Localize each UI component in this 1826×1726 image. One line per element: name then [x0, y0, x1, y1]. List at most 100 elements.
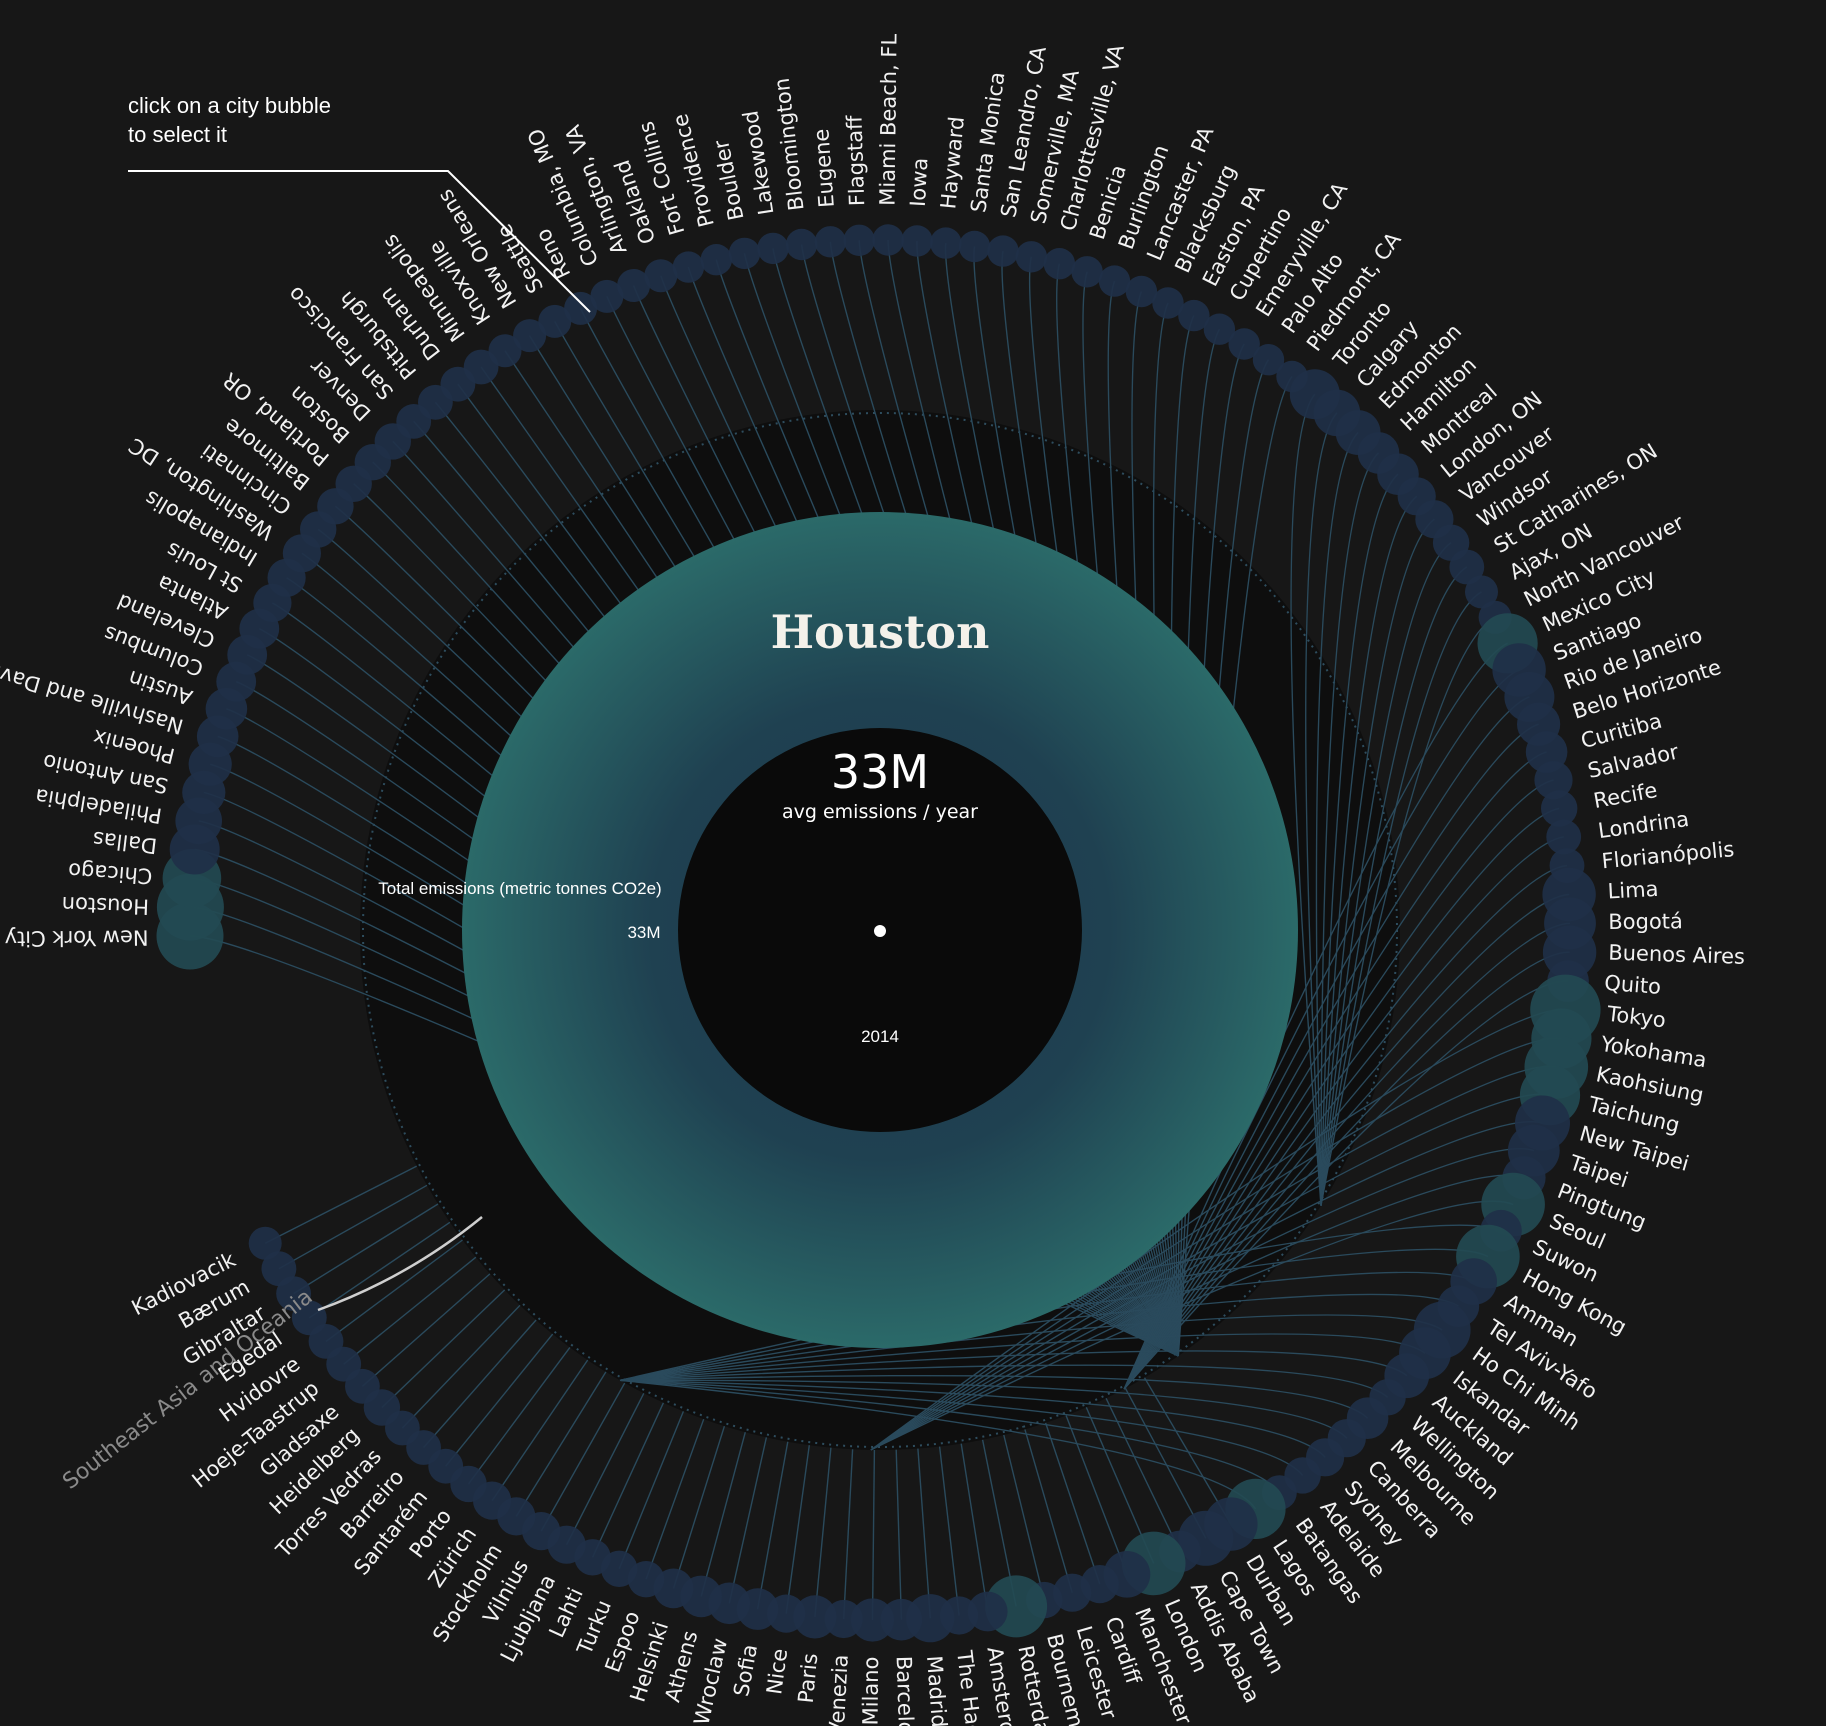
link-line [619, 1314, 1443, 1381]
city-label: Nice [762, 1647, 792, 1696]
city-bubble[interactable] [1015, 241, 1047, 273]
link-line [870, 1037, 1562, 1451]
link-line [1305, 412, 1338, 1206]
city-label: Houston [61, 892, 149, 919]
city-label: Barcelona [892, 1655, 919, 1726]
link-line [728, 1437, 768, 1604]
city-label: Flagstaff [842, 115, 869, 207]
city-bubble[interactable] [1449, 549, 1485, 585]
city-bubble[interactable] [1178, 299, 1210, 332]
link-line [619, 1293, 1459, 1381]
link-line [785, 1445, 810, 1614]
city-bubble[interactable] [872, 224, 904, 256]
city-bubble[interactable] [1053, 1573, 1092, 1612]
city-bubble[interactable] [1465, 575, 1498, 609]
city-label: Sofia [729, 1642, 762, 1698]
city-bubble[interactable] [261, 1251, 297, 1287]
link-line [619, 1364, 1389, 1398]
axis-value: 33M [627, 923, 660, 942]
city-bubble[interactable] [1071, 256, 1103, 288]
city-label: Recife [1592, 778, 1659, 813]
link-line [1123, 836, 1564, 1390]
link-line [401, 1304, 521, 1429]
link-line [1024, 1429, 1073, 1593]
link-line [445, 1333, 554, 1467]
link-line [565, 1392, 645, 1546]
link-line [870, 1147, 1535, 1451]
city-bubble[interactable] [930, 227, 962, 259]
link-line [1320, 616, 1496, 1206]
city-label: Dallas [91, 827, 158, 858]
city-label: Tokyo [1605, 1002, 1667, 1033]
city-bubble[interactable] [1546, 819, 1582, 855]
city-label: New York City [5, 925, 149, 950]
city-bubble[interactable] [463, 349, 499, 385]
link-line [278, 1184, 428, 1270]
city-bubble[interactable] [814, 226, 847, 258]
city-bubble[interactable] [901, 225, 933, 257]
city-bubble[interactable] [564, 291, 598, 325]
city-bubble[interactable] [1152, 287, 1184, 319]
selected-city-title: Houston [771, 605, 990, 659]
link-line [1320, 473, 1399, 1206]
link-line [491, 1359, 589, 1501]
city-label: Bloomington [770, 77, 809, 212]
link-line [619, 1350, 1408, 1381]
link-line [619, 1374, 1369, 1419]
link-line [540, 1382, 626, 1532]
city-label: Paris [794, 1652, 823, 1704]
link-line [515, 1371, 607, 1517]
link-line [1123, 807, 1560, 1390]
city-bubble[interactable] [967, 1591, 1008, 1632]
hint-line-2: to select it [128, 122, 227, 147]
city-bubble[interactable] [538, 304, 572, 338]
link-line [1123, 751, 1547, 1390]
link-line [870, 1120, 1543, 1451]
city-bubble[interactable] [1534, 761, 1573, 800]
city-bubble[interactable] [590, 279, 624, 313]
city-bubble[interactable] [248, 1226, 282, 1260]
city-label: Florianópolis [1601, 837, 1736, 873]
region-arc [317, 1216, 483, 1312]
link-line [1320, 495, 1418, 1206]
city-bubble[interactable] [958, 230, 991, 263]
link-line [619, 1379, 1280, 1494]
city-bubble[interactable] [1098, 265, 1131, 297]
city-bubble[interactable] [488, 334, 522, 368]
city-bubble[interactable] [843, 224, 875, 256]
city-bubble[interactable] [1043, 248, 1076, 280]
city-bubble[interactable] [513, 319, 547, 353]
link-line [591, 1402, 665, 1558]
city-bubble[interactable] [700, 244, 732, 276]
city-bubble[interactable] [1125, 275, 1158, 308]
avg-emissions-value: 33M [831, 745, 929, 799]
link-line [1123, 669, 1520, 1390]
city-bubble[interactable] [617, 269, 651, 302]
city-bubble[interactable] [757, 232, 789, 265]
city-bubble[interactable] [672, 251, 705, 283]
link-line [293, 1203, 439, 1295]
city-label: The Hague [952, 1648, 989, 1726]
city-bubble[interactable] [793, 1595, 837, 1639]
city-label: Londrina [1597, 807, 1691, 843]
link-line [1320, 566, 1468, 1206]
link-line [361, 1273, 491, 1387]
year-label: 2014 [861, 1027, 899, 1046]
link-line [843, 1449, 854, 1620]
link-line [423, 1319, 537, 1448]
year-marker-dot [874, 925, 886, 937]
link-line [938, 1446, 960, 1616]
city-bubble[interactable] [728, 237, 761, 270]
city-bubble[interactable] [1541, 790, 1578, 827]
city-bubble[interactable] [644, 259, 678, 293]
city-label: Hayward [936, 115, 969, 210]
city-bubble[interactable] [850, 1598, 895, 1642]
link-line [1123, 696, 1530, 1390]
city-bubble[interactable] [785, 228, 818, 261]
city-bubble[interactable] [987, 235, 1019, 267]
city-bubble[interactable] [1203, 313, 1236, 345]
city-bubble[interactable] [1252, 344, 1285, 376]
city-bubble[interactable] [1228, 328, 1260, 360]
link-line [870, 1093, 1551, 1451]
city-label: Quito [1603, 971, 1661, 999]
